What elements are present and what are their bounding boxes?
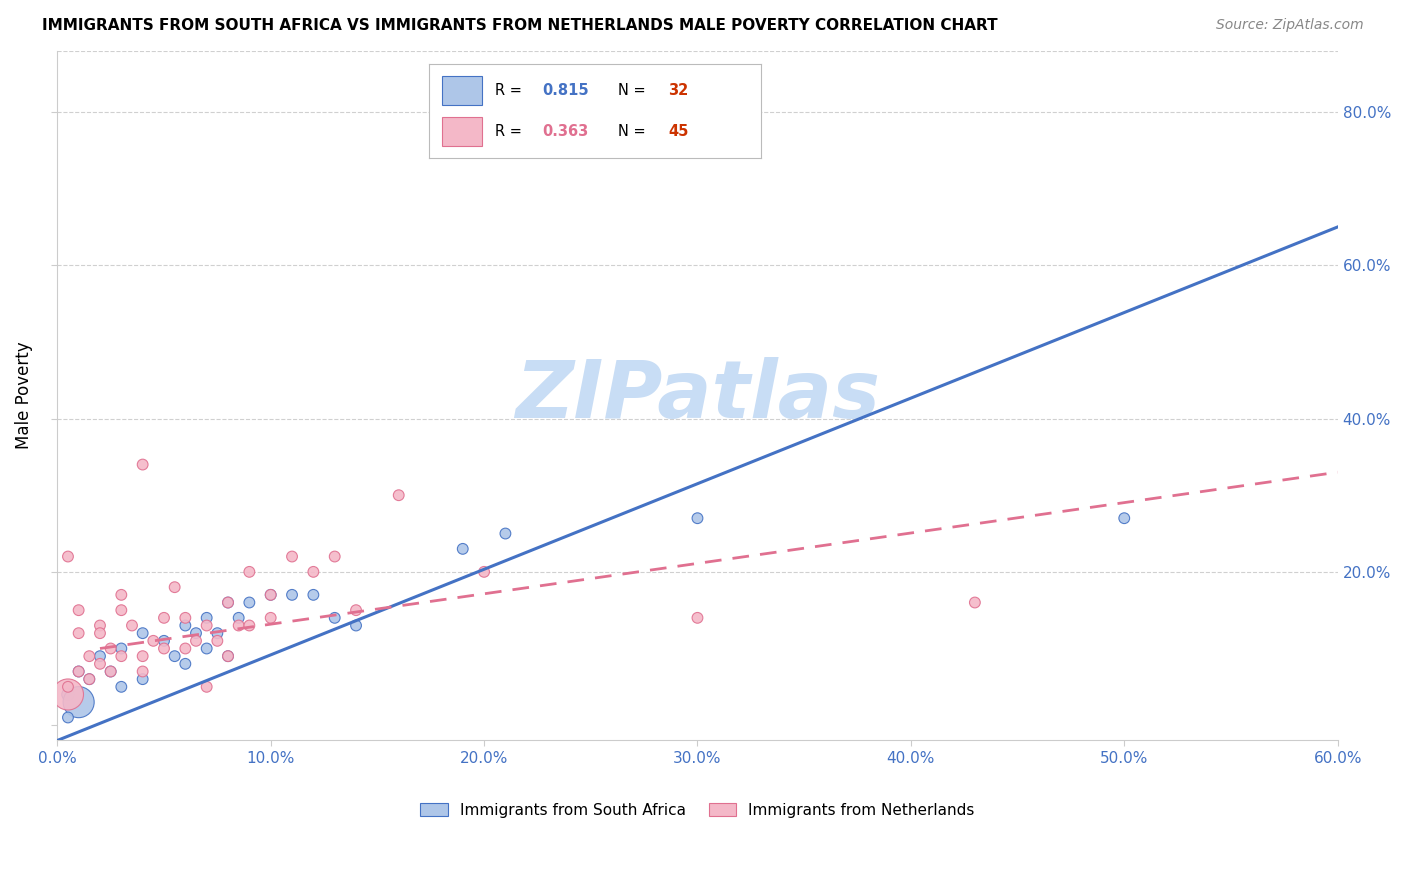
Point — [323, 549, 346, 564]
Point — [686, 511, 709, 525]
Point — [110, 588, 132, 602]
Point — [195, 680, 218, 694]
Point — [451, 541, 474, 556]
Y-axis label: Male Poverty: Male Poverty — [15, 342, 32, 450]
Point — [281, 588, 304, 602]
Point — [89, 657, 111, 671]
Point — [56, 710, 79, 724]
Point — [174, 611, 197, 625]
Point — [174, 657, 197, 671]
Point — [79, 672, 101, 686]
Point — [110, 680, 132, 694]
Point — [344, 603, 367, 617]
Point — [217, 649, 239, 664]
Point — [67, 626, 90, 640]
Point — [184, 626, 207, 640]
Point — [110, 649, 132, 664]
Point — [100, 665, 122, 679]
Point — [79, 672, 101, 686]
Point — [472, 565, 495, 579]
Point — [67, 695, 90, 709]
Point — [110, 641, 132, 656]
Point — [153, 611, 176, 625]
Point — [238, 565, 260, 579]
Point — [56, 688, 79, 702]
Point — [228, 611, 250, 625]
Point — [260, 611, 283, 625]
Point — [121, 618, 143, 632]
Point — [344, 618, 367, 632]
Point — [56, 549, 79, 564]
Point — [1114, 511, 1136, 525]
Point — [494, 526, 516, 541]
Point — [163, 580, 186, 594]
Legend: Immigrants from South Africa, Immigrants from Netherlands: Immigrants from South Africa, Immigrants… — [413, 797, 981, 823]
Point — [89, 626, 111, 640]
Point — [89, 618, 111, 632]
Point — [131, 626, 153, 640]
Point — [281, 549, 304, 564]
Text: IMMIGRANTS FROM SOUTH AFRICA VS IMMIGRANTS FROM NETHERLANDS MALE POVERTY CORRELA: IMMIGRANTS FROM SOUTH AFRICA VS IMMIGRAN… — [42, 18, 998, 33]
Point — [195, 641, 218, 656]
Point — [388, 488, 411, 502]
Point — [79, 649, 101, 664]
Point — [110, 603, 132, 617]
Point — [100, 665, 122, 679]
Point — [217, 595, 239, 609]
Point — [302, 588, 325, 602]
Point — [195, 618, 218, 632]
Text: ZIPatlas: ZIPatlas — [515, 357, 880, 434]
Point — [131, 458, 153, 472]
Point — [963, 595, 986, 609]
Point — [100, 641, 122, 656]
Point — [195, 611, 218, 625]
Point — [238, 595, 260, 609]
Point — [228, 618, 250, 632]
Point — [153, 641, 176, 656]
Point — [131, 649, 153, 664]
Text: Source: ZipAtlas.com: Source: ZipAtlas.com — [1216, 18, 1364, 32]
Point — [260, 588, 283, 602]
Point — [217, 649, 239, 664]
Point — [302, 565, 325, 579]
Point — [238, 618, 260, 632]
Point — [153, 633, 176, 648]
Point — [56, 680, 79, 694]
Point — [67, 603, 90, 617]
Point — [131, 672, 153, 686]
Point — [174, 618, 197, 632]
Point — [67, 665, 90, 679]
Point — [174, 641, 197, 656]
Point — [217, 595, 239, 609]
Point — [67, 665, 90, 679]
Point — [142, 633, 165, 648]
Point — [260, 588, 283, 602]
Point — [89, 649, 111, 664]
Point — [131, 665, 153, 679]
Point — [184, 633, 207, 648]
Point — [207, 626, 229, 640]
Point — [163, 649, 186, 664]
Point — [56, 688, 79, 702]
Point — [686, 611, 709, 625]
Point — [207, 633, 229, 648]
Point — [323, 611, 346, 625]
